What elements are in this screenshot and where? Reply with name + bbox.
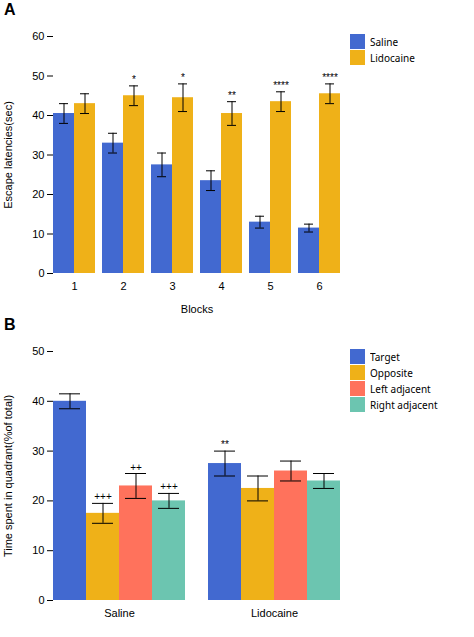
svg-text:40: 40 [32,395,44,407]
svg-text:****: **** [322,72,338,83]
html-text:B: B [4,316,16,333]
svg-text:50: 50 [32,345,44,357]
html-text:Left adjacent: Left adjacent [370,381,431,396]
svg-text:*: * [132,74,136,85]
svg-text:1: 1 [71,280,77,292]
svg-text:*: * [181,72,185,83]
svg-text:40: 40 [32,109,44,121]
svg-text:60: 60 [32,30,44,42]
svg-text:4: 4 [218,280,224,292]
svg-text:+++: +++ [94,491,112,502]
svg-text:Lidocaine: Lidocaine [251,607,298,619]
svg-text:**: ** [228,90,236,101]
svg-text:Saline: Saline [104,607,135,619]
svg-text:Escape latencies(sec): Escape latencies(sec) [2,101,14,209]
svg-text:6: 6 [316,280,322,292]
svg-text:30: 30 [32,149,44,161]
svg-text:++: ++ [130,462,142,473]
svg-text:3: 3 [169,280,175,292]
html-text:Lidocaine: Lidocaine [370,50,415,65]
html-text:Right adjacent: Right adjacent [370,397,438,412]
html-text:Saline: Saline [370,34,399,49]
svg-text:5: 5 [267,280,273,292]
svg-text:50: 50 [32,70,44,82]
svg-text:+++: +++ [160,481,178,492]
html-text:Target: Target [370,349,400,364]
svg-text:10: 10 [32,544,44,556]
html-text:A: A [4,1,16,18]
svg-text:Blocks: Blocks [181,303,214,315]
html-text:Opposite: Opposite [370,365,413,380]
svg-text:2: 2 [120,280,126,292]
svg-text:0: 0 [38,267,44,279]
svg-text:10: 10 [32,228,44,240]
svg-text:Time spent in quadrant(%of tot: Time spent in quadrant(%of total) [2,395,14,557]
svg-text:20: 20 [32,188,44,200]
svg-text:30: 30 [32,445,44,457]
svg-text:**: ** [221,439,229,450]
svg-text:****: **** [273,80,289,91]
svg-text:20: 20 [32,494,44,506]
svg-text:0: 0 [38,594,44,606]
